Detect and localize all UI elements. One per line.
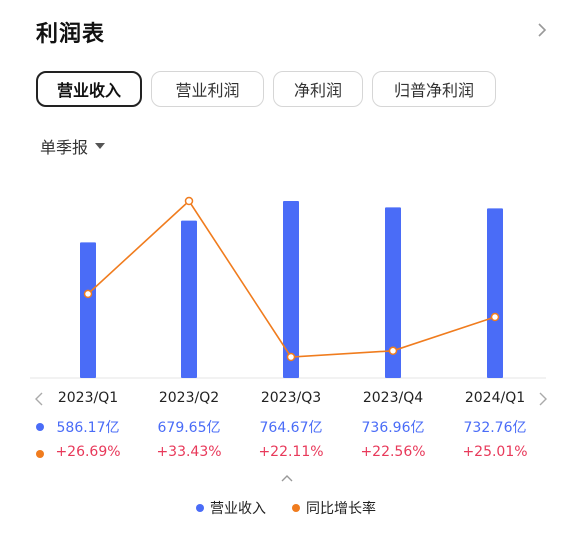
caret-down-icon <box>95 143 106 149</box>
growth-rate-value: +22.11% <box>258 444 324 460</box>
quarter-label: 2024/Q1 <box>464 390 526 406</box>
revenue-value: 679.65亿 <box>157 420 221 436</box>
legend-label: 同比增长率 <box>306 501 376 517</box>
growth-rate-row: +26.69% +33.43% +22.11% +22.56% +25.01% <box>0 444 572 464</box>
revenue-chart <box>30 196 546 379</box>
chevron-left-icon[interactable] <box>34 391 44 411</box>
tab-operating-profit[interactable]: 营业利润 <box>151 71 264 107</box>
revenue-value: 764.67亿 <box>259 420 323 436</box>
revenue-value: 732.76亿 <box>463 420 527 436</box>
growth-rate-value: +22.56% <box>360 444 426 460</box>
tab-net-profit[interactable]: 净利润 <box>273 71 363 107</box>
growth-rate-value: +26.69% <box>55 444 121 460</box>
period-selector[interactable]: 单季报 <box>40 134 106 158</box>
legend-dot-icon <box>196 504 204 512</box>
growth-rate-point[interactable] <box>184 196 194 206</box>
chart-legend: 营业收入 同比增长率 <box>0 498 572 518</box>
chevron-right-icon[interactable] <box>532 18 552 42</box>
revenue-bar[interactable] <box>487 208 503 378</box>
legend-dot-icon <box>292 504 300 512</box>
revenue-bar[interactable] <box>385 207 401 378</box>
quarter-label: 2023/Q2 <box>158 390 220 406</box>
growth-rate-value: +33.43% <box>156 444 222 460</box>
revenue-values-row: 586.17亿 679.65亿 764.67亿 736.96亿 732.76亿 <box>0 417 572 437</box>
revenue-bar[interactable] <box>181 220 197 378</box>
page-title: 利润表 <box>36 22 106 47</box>
period-label: 单季报 <box>40 138 89 157</box>
growth-dot-icon <box>36 450 44 458</box>
metric-tabs: 营业收入 营业利润 净利润 归普净利润 <box>36 71 496 107</box>
growth-rate-value: +25.01% <box>462 444 528 460</box>
tab-revenue[interactable]: 营业收入 <box>36 71 142 107</box>
revenue-value: 586.17亿 <box>56 420 120 436</box>
revenue-value: 736.96亿 <box>361 420 425 436</box>
quarter-label: 2023/Q4 <box>362 390 424 406</box>
growth-rate-point[interactable] <box>388 346 398 356</box>
growth-rate-point[interactable] <box>83 289 93 299</box>
legend-label: 营业收入 <box>210 501 266 517</box>
quarter-axis: 2023/Q1 2023/Q2 2023/Q3 2023/Q4 2024/Q1 <box>0 390 572 410</box>
quarter-label: 2023/Q1 <box>57 390 119 406</box>
quarter-label: 2023/Q3 <box>260 390 322 406</box>
legend-item-growth: 同比增长率 <box>292 498 376 518</box>
tab-attributable-net-profit[interactable]: 归普净利润 <box>372 71 496 107</box>
revenue-dot-icon <box>36 423 44 431</box>
chevron-right-scroll-icon[interactable] <box>538 391 548 411</box>
revenue-bar[interactable] <box>283 201 299 378</box>
growth-rate-point[interactable] <box>286 352 296 362</box>
legend-item-revenue: 营业收入 <box>196 498 266 518</box>
growth-rate-point[interactable] <box>490 312 500 322</box>
revenue-bar[interactable] <box>80 242 96 378</box>
collapse-icon[interactable] <box>280 468 294 482</box>
